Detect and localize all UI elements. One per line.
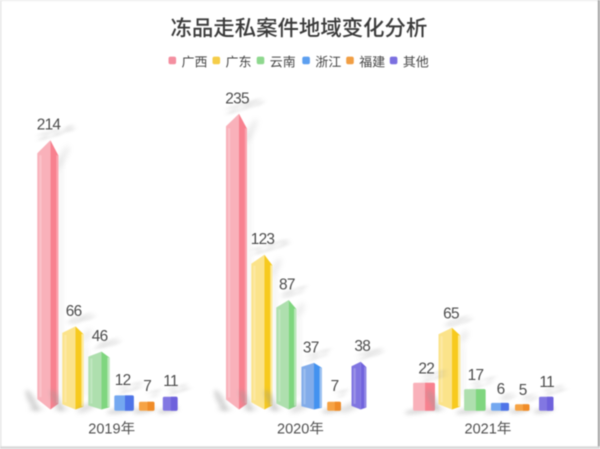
svg-text:2019: 2019 — [88, 421, 120, 437]
svg-text:46: 46 — [92, 328, 108, 345]
svg-text:22: 22 — [418, 360, 434, 377]
svg-text:5: 5 — [519, 382, 527, 399]
svg-text:123: 123 — [251, 231, 275, 248]
svg-text:2020: 2020 — [277, 421, 309, 437]
svg-text:7: 7 — [143, 378, 151, 395]
svg-text:2021: 2021 — [465, 421, 497, 437]
svg-text:7: 7 — [334, 387, 350, 401]
svg-text:12: 12 — [115, 372, 131, 389]
svg-text:11: 11 — [539, 374, 554, 391]
svg-text:87: 87 — [279, 277, 295, 294]
svg-text:11: 11 — [163, 373, 178, 390]
svg-text:7: 7 — [331, 378, 339, 395]
svg-text:5: 5 — [523, 391, 539, 405]
svg-text:6: 6 — [497, 381, 505, 398]
svg-text:235: 235 — [225, 90, 249, 107]
svg-text:65: 65 — [443, 306, 459, 323]
svg-text:6: 6 — [500, 390, 516, 404]
svg-text:66: 66 — [66, 303, 82, 320]
svg-text:17: 17 — [468, 367, 484, 384]
svg-text:214: 214 — [37, 117, 62, 134]
svg-text:37: 37 — [303, 339, 319, 356]
svg-text:7: 7 — [147, 387, 163, 401]
svg-text:38: 38 — [354, 338, 370, 355]
